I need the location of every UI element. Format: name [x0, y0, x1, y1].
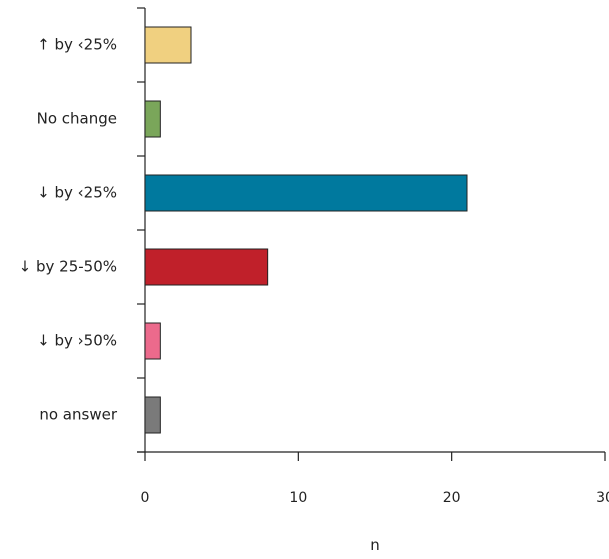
- category-label: ↓ by ›50%: [37, 332, 117, 350]
- category-label: No change: [37, 110, 117, 128]
- category-label: ↓ by ‹25%: [37, 184, 117, 202]
- x-tick-label: 30: [596, 490, 609, 506]
- x-tick-label: 20: [443, 490, 461, 506]
- x-axis-label: n: [370, 536, 380, 554]
- bar: [144, 322, 161, 360]
- category-label: ↓ by 25-50%: [19, 258, 117, 276]
- x-tick-label: 10: [289, 490, 307, 506]
- category-label: ↑ by ‹25%: [37, 36, 117, 54]
- bar: [144, 174, 468, 212]
- bar: [144, 396, 161, 434]
- category-label: no answer: [39, 406, 117, 424]
- x-tick-label: 0: [141, 490, 150, 506]
- bar: [144, 26, 192, 64]
- bar: [144, 100, 161, 138]
- bar: [144, 248, 269, 286]
